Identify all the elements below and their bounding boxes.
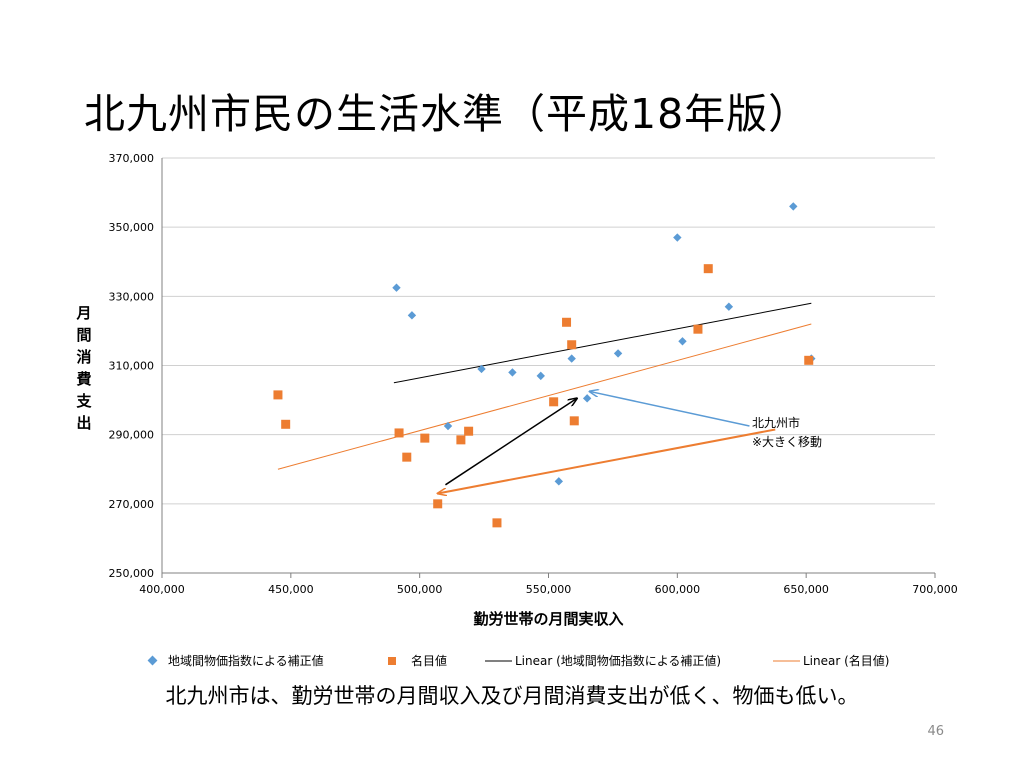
x-tick-label: 650,000 xyxy=(783,583,829,596)
y-tick-labels: 250,000 270,000 290,000 310,000 330,000 350,0… xyxy=(109,152,155,580)
trendline xyxy=(277,323,812,470)
y-tick-label: 310,000 xyxy=(109,360,155,373)
legend-label: 地域間物価指数による補正値 xyxy=(168,653,324,668)
y-tick-label: 350,000 xyxy=(109,221,155,234)
legend: 地域間物価指数による補正値 名目値 Linear (地域間物価指数による補正値)… xyxy=(147,653,889,668)
annotation-kitakyushu: 北九州市 ※大きく移動 xyxy=(752,415,822,449)
slide-title: 北九州市民の生活水準（平成18年版） xyxy=(84,90,811,138)
scatter-chart: 400,000 450,000 500,000 550,000 600,000 650,0… xyxy=(75,152,958,668)
point-diamond xyxy=(443,421,453,431)
point-diamond xyxy=(613,349,623,358)
point-square xyxy=(549,397,559,407)
point-square xyxy=(464,426,474,436)
y-tick-label: 370,000 xyxy=(109,152,155,165)
point-square xyxy=(281,419,291,429)
trendlines xyxy=(277,302,812,470)
annotation-line: 北九州市 xyxy=(752,415,800,430)
point-diamond xyxy=(789,202,798,211)
y-tick-label: 270,000 xyxy=(109,498,155,511)
point-square xyxy=(567,340,577,350)
y-axis-label-char: 間 xyxy=(76,326,91,344)
x-tick-label: 500,000 xyxy=(397,583,443,596)
y-axis-label-char: 月 xyxy=(75,304,91,322)
point-square xyxy=(456,435,466,445)
page-number: 46 xyxy=(927,724,944,739)
slide-caption: 北九州市は、勤労世帯の月間収入及び月間消費支出が低く、物価も低い。 xyxy=(165,684,859,708)
legend-item-nominal: 名目値 xyxy=(388,653,447,668)
y-axis-label-char: 支 xyxy=(75,392,92,410)
x-tick-label: 700,000 xyxy=(912,583,958,596)
point-diamond xyxy=(477,364,486,374)
x-tick-label: 550,000 xyxy=(526,583,572,596)
point-square xyxy=(433,499,443,509)
point-diamond xyxy=(554,477,564,486)
point-diamond xyxy=(567,354,576,363)
legend-item-trend-nominal: Linear (名目値) xyxy=(773,653,889,668)
legend-label: 名目値 xyxy=(411,653,447,668)
y-axis-label-char: 費 xyxy=(76,370,91,388)
y-tick-label: 290,000 xyxy=(109,429,155,442)
point-square xyxy=(693,324,703,334)
data-points xyxy=(273,202,816,528)
point-square xyxy=(703,264,713,274)
y-tick-label: 330,000 xyxy=(109,290,155,303)
point-square xyxy=(420,433,430,443)
point-diamond xyxy=(508,368,517,377)
annotation-line: ※大きく移動 xyxy=(752,435,822,449)
x-tick-label: 400,000 xyxy=(139,583,185,596)
legend-marker-square xyxy=(388,657,396,665)
arrow-blue xyxy=(590,391,750,427)
point-diamond xyxy=(392,283,401,292)
x-tick-label: 450,000 xyxy=(268,583,314,596)
legend-marker-diamond xyxy=(147,655,158,666)
point-diamond xyxy=(724,302,734,311)
point-square xyxy=(273,390,283,400)
y-tick-label: 250,000 xyxy=(109,567,155,580)
y-axis-label-char: 消 xyxy=(76,348,91,366)
x-axis-label: 勤労世帯の月間実収入 xyxy=(473,610,623,628)
x-tick-label: 600,000 xyxy=(655,583,701,596)
point-diamond xyxy=(673,233,682,242)
point-square xyxy=(394,428,404,438)
point-square xyxy=(569,416,579,426)
gridlines xyxy=(162,157,935,505)
arrow-black xyxy=(445,398,576,486)
trendline xyxy=(393,302,812,384)
point-square xyxy=(492,518,502,528)
y-axis-label: 月間消費支出 xyxy=(75,304,92,432)
arrow-orange xyxy=(438,428,776,493)
y-axis-label-char: 出 xyxy=(76,414,91,432)
point-square xyxy=(402,452,412,462)
legend-label: Linear (名目値) xyxy=(803,653,889,668)
arrows xyxy=(438,391,776,493)
legend-item-trend-adjusted: Linear (地域間物価指数による補正値) xyxy=(485,653,721,668)
point-diamond xyxy=(678,337,687,346)
point-diamond xyxy=(582,394,592,403)
point-diamond xyxy=(536,371,545,381)
point-square xyxy=(562,317,572,327)
x-tick-labels: 400,000 450,000 500,000 550,000 600,000 650,0… xyxy=(139,573,958,596)
point-square xyxy=(804,355,814,365)
point-diamond xyxy=(407,311,417,320)
legend-label: Linear (地域間物価指数による補正値) xyxy=(515,653,721,668)
legend-item-adjusted: 地域間物価指数による補正値 xyxy=(147,653,324,668)
